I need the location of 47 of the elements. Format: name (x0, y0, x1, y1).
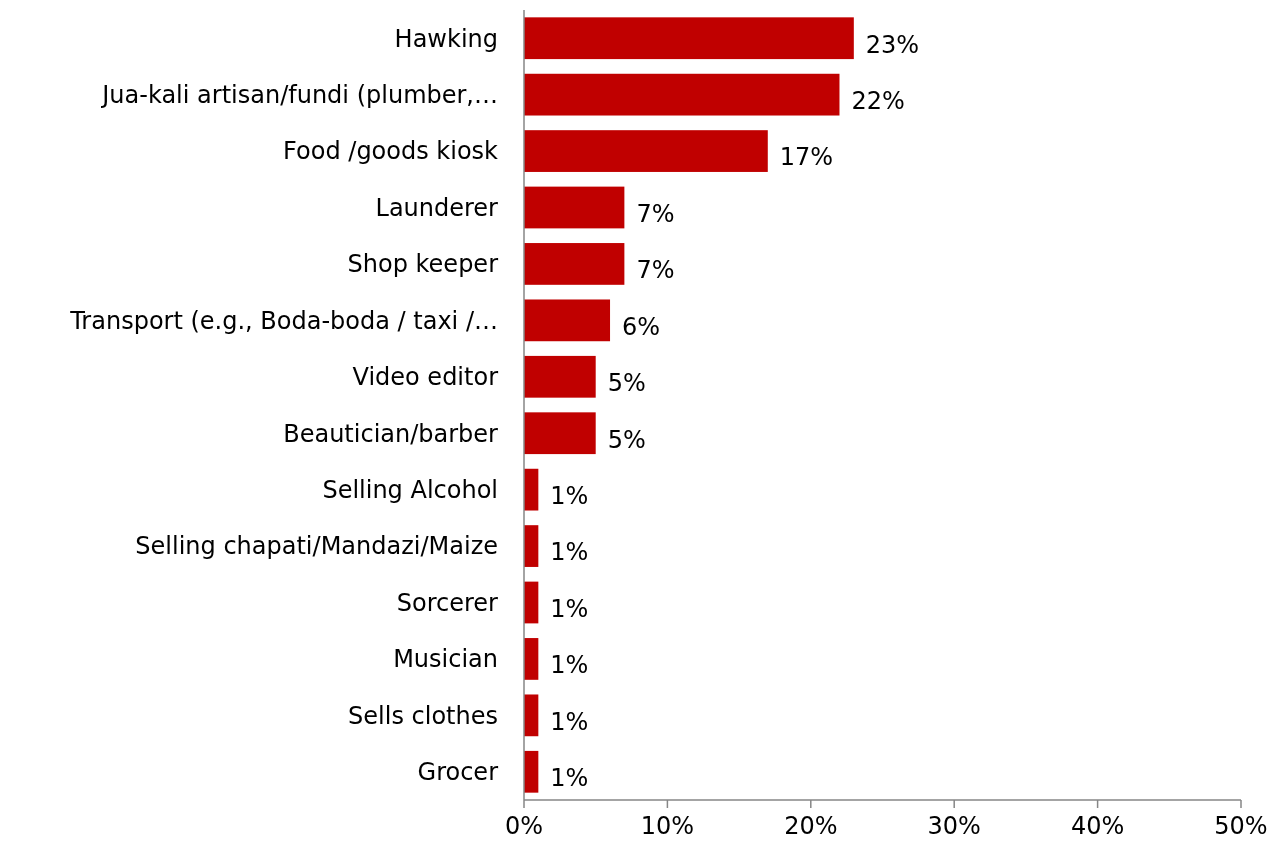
x-tick-label: 20% (784, 812, 838, 840)
x-tick-label: 30% (927, 812, 981, 840)
data-label: 1% (550, 764, 589, 793)
data-label: 5% (607, 369, 646, 398)
y-tick-label: Selling Alcohol (322, 476, 498, 505)
bar (524, 694, 539, 737)
y-tick-label: Jua-kali artisan/fundi (plumber,… (100, 81, 498, 110)
bar (524, 243, 625, 285)
y-tick-label: Video editor (352, 363, 499, 392)
data-label: 23% (865, 30, 920, 59)
y-tick-label: Selling chapati/Mandazi/Maize (135, 532, 498, 561)
y-tick-label: Food /goods kiosk (283, 137, 499, 166)
data-label: 1% (550, 594, 589, 623)
data-label: 22% (851, 87, 905, 116)
bar (524, 17, 854, 60)
data-label: 7% (636, 256, 675, 285)
x-tick-label: 10% (640, 812, 695, 840)
y-tick-label: Hawking (394, 24, 498, 53)
bar (524, 638, 539, 680)
y-tick-label: Shop keeper (347, 250, 499, 279)
bar (524, 130, 768, 172)
bar (524, 412, 596, 455)
bar (524, 299, 611, 342)
x-tick-label: 40% (1070, 812, 1125, 840)
data-label: 17% (779, 143, 834, 172)
data-label: 1% (550, 482, 589, 511)
data-label: 1% (550, 651, 589, 680)
y-tick-label: Sorcerer (396, 588, 499, 617)
bar (524, 750, 539, 793)
bar (524, 355, 596, 398)
bar (524, 73, 840, 116)
x-tick-label: 50% (1214, 812, 1268, 840)
data-label: 7% (636, 199, 675, 228)
bar (524, 525, 539, 567)
y-tick-label: Transport (e.g., Boda-boda / taxi /… (69, 306, 498, 335)
data-label: 6% (622, 312, 661, 341)
data-label: 1% (550, 707, 589, 736)
data-label: 5% (607, 425, 646, 454)
bar (524, 468, 539, 511)
y-tick-label: Sells clothes (348, 701, 498, 730)
x-tick-label: 0% (504, 812, 544, 840)
y-tick-label: Musician (393, 645, 498, 674)
y-tick-label: Beautician/barber (283, 419, 499, 448)
data-label: 1% (550, 538, 589, 567)
y-tick-label: Launderer (375, 193, 499, 222)
bar (524, 186, 625, 229)
y-tick-label: Grocer (417, 758, 499, 787)
